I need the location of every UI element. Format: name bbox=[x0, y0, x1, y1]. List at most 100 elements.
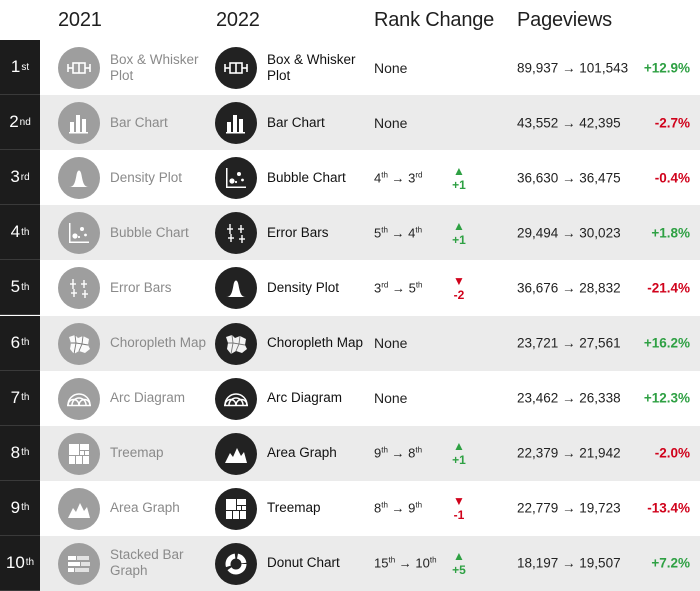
pageviews-change-percent: -2.0% bbox=[654, 445, 690, 461]
pageviews-values: 22,379 → 21,942 bbox=[517, 445, 621, 461]
pageviews-values: 29,494 → 30,023 bbox=[517, 225, 621, 241]
rank-delta: ▲ +5 bbox=[451, 549, 467, 577]
rank-from: 3 bbox=[374, 280, 382, 296]
rank-number: 7 bbox=[10, 387, 21, 407]
rank-to: 4 bbox=[408, 225, 416, 241]
rank-number: 10 bbox=[5, 552, 25, 572]
rank-number: 9 bbox=[10, 497, 21, 517]
rank-from: 5 bbox=[374, 225, 382, 241]
rank-from: 15 bbox=[374, 555, 389, 571]
rank-from: 4 bbox=[374, 170, 382, 186]
down-arrow-icon: ▼ bbox=[453, 494, 465, 509]
pageviews-change-percent: +7.2% bbox=[651, 555, 690, 571]
chart-name-2021: Bubble Chart bbox=[110, 224, 189, 240]
rank-suffix: rd bbox=[20, 171, 30, 183]
rank-delta-value: -1 bbox=[453, 508, 465, 523]
rank-suffix: th bbox=[21, 337, 30, 349]
up-arrow-icon: ▲ bbox=[453, 163, 465, 178]
treemap-icon bbox=[215, 487, 257, 530]
pageviews-values: 43,552 → 42,395 bbox=[517, 115, 621, 131]
chart-name-2021: Stacked Bar Graph bbox=[110, 547, 184, 579]
pageviews-change-percent: +12.3% bbox=[643, 390, 690, 406]
rank-change-none: None bbox=[374, 390, 408, 407]
rank-delta-value: +1 bbox=[452, 453, 466, 468]
chart-name-2022: Error Bars bbox=[267, 224, 329, 240]
rank-from: 9 bbox=[374, 445, 382, 461]
rank-number: 1 bbox=[10, 57, 21, 77]
chart-name-2021: Bar Chart bbox=[110, 114, 168, 130]
error-bars-icon bbox=[215, 212, 257, 255]
rank-change-none: None bbox=[374, 114, 408, 131]
pageviews-change-percent: -21.4% bbox=[647, 280, 690, 296]
pageviews-change-percent: +12.9% bbox=[643, 60, 690, 76]
chart-name-2022: Arc Diagram bbox=[267, 390, 343, 406]
rank-suffix: th bbox=[25, 557, 35, 569]
rank-delta: ▼ -2 bbox=[451, 274, 467, 302]
rank-to-suffix: th bbox=[415, 280, 423, 290]
chart-name-2022: Box & Whisker Plot bbox=[267, 51, 356, 83]
rank-number: 6 bbox=[10, 332, 21, 352]
chart-name-2021: Choropleth Map bbox=[110, 335, 207, 351]
rank-from-suffix: th bbox=[381, 445, 388, 455]
error-bars-icon bbox=[58, 267, 100, 310]
density-plot-icon bbox=[58, 157, 100, 200]
bar-chart-icon bbox=[58, 102, 100, 145]
rank-to: 8 bbox=[408, 445, 416, 461]
rank-number: 8 bbox=[10, 442, 21, 462]
rank-to: 5 bbox=[408, 280, 416, 296]
pageviews-values: 23,462 → 26,338 bbox=[517, 390, 621, 406]
rank-to-suffix: th bbox=[429, 555, 437, 565]
bubble-chart-icon bbox=[58, 212, 100, 255]
table-header: 2021 2022 Rank Change Pageviews bbox=[0, 0, 700, 40]
rank-change-none: None bbox=[374, 335, 408, 352]
chart-name-2022: Choropleth Map bbox=[267, 335, 364, 351]
chart-name-2022: Density Plot bbox=[267, 279, 340, 295]
pageviews-values: 23,721 → 27,561 bbox=[517, 335, 621, 351]
rank-from-suffix: th bbox=[388, 555, 396, 565]
rank-change: 8th → 9th bbox=[374, 500, 423, 516]
donut-chart-icon bbox=[215, 542, 257, 585]
choropleth-map-icon bbox=[215, 322, 257, 365]
pageviews-values: 36,676 → 28,832 bbox=[517, 280, 621, 296]
arc-diagram-icon bbox=[215, 377, 257, 420]
rank-delta: ▲ +1 bbox=[451, 164, 467, 192]
box-whisker-icon bbox=[58, 47, 100, 89]
rank-to-suffix: th bbox=[415, 500, 423, 510]
bubble-chart-icon bbox=[215, 157, 257, 200]
rank-delta-value: +5 bbox=[452, 563, 466, 578]
area-graph-icon bbox=[58, 487, 100, 530]
rank-change: 4th → 3rd bbox=[374, 170, 423, 186]
rank-suffix: th bbox=[21, 502, 30, 514]
rank-from-suffix: th bbox=[381, 500, 388, 510]
chart-name-2022: Area Graph bbox=[267, 445, 337, 461]
rank-suffix: th bbox=[21, 392, 30, 404]
chart-name-2021: Treemap bbox=[110, 445, 164, 461]
rank-delta-value: -2 bbox=[453, 287, 465, 302]
up-arrow-icon: ▲ bbox=[453, 549, 465, 564]
rank-number: 4 bbox=[10, 222, 21, 242]
box-whisker-icon bbox=[215, 47, 257, 89]
arc-diagram-icon bbox=[58, 377, 100, 420]
rank-change: 9th → 8th bbox=[374, 445, 423, 461]
rank-to-suffix: rd bbox=[415, 170, 423, 180]
rank-change-none: None bbox=[374, 59, 408, 76]
rank-from-suffix: th bbox=[381, 225, 388, 235]
rank-to: 3 bbox=[408, 170, 416, 186]
rank-change: 15th → 10th bbox=[374, 555, 437, 571]
rank-from: 8 bbox=[374, 500, 382, 516]
